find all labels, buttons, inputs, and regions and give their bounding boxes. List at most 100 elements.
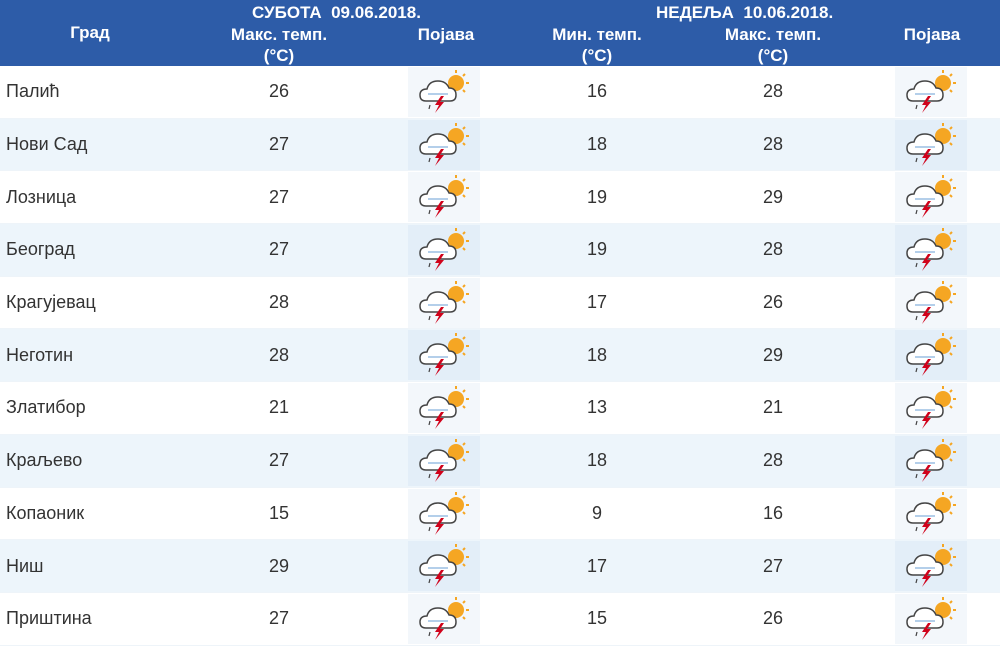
sunday-min-temp: 18 — [586, 450, 608, 471]
sunday-max-temp: 26 — [762, 608, 784, 629]
sunday-weather-icon-cell — [895, 119, 967, 170]
partly-cloudy-thunderstorm-icon — [906, 596, 956, 640]
sunday-weather-icon-cell — [895, 225, 967, 276]
partly-cloudy-thunderstorm-icon — [906, 70, 956, 113]
partly-cloudy-thunderstorm-icon — [906, 544, 956, 588]
partly-cloudy-thunderstorm-icon — [906, 280, 956, 324]
sunday-max-temp: 28 — [762, 450, 784, 471]
saturday-max-temp: 27 — [268, 608, 290, 629]
city-name: Ниш — [6, 555, 44, 576]
partly-cloudy-thunderstorm-icon — [419, 491, 469, 535]
header-saturday-max-unit: (°C) — [263, 46, 295, 65]
table-body: Палић 26 16 28 — [0, 66, 1000, 646]
table-row: Копаоник 15 9 16 — [0, 487, 1000, 541]
partly-cloudy-thunderstorm-icon — [419, 122, 469, 166]
saturday-weather-icon-cell — [408, 541, 480, 592]
city-name: Краљево — [6, 450, 83, 471]
partly-cloudy-thunderstorm-icon — [419, 70, 469, 113]
table-row: Крагујевац 28 17 26 — [0, 276, 1000, 330]
city-name: Палић — [6, 81, 60, 102]
saturday-weather-icon-cell — [408, 330, 480, 381]
city-name: Приштина — [6, 608, 92, 629]
partly-cloudy-thunderstorm-icon — [906, 386, 956, 430]
sunday-weather-icon-cell — [895, 541, 967, 592]
table-row: Неготин 28 18 29 — [0, 329, 1000, 383]
sunday-weather-icon-cell — [895, 277, 967, 328]
saturday-max-temp: 27 — [268, 186, 290, 207]
sunday-weather-icon-cell — [895, 330, 967, 381]
partly-cloudy-thunderstorm-icon — [906, 491, 956, 535]
table-row: Лозница 27 19 29 — [0, 171, 1000, 225]
sunday-min-temp: 18 — [586, 134, 608, 155]
saturday-max-temp: 28 — [268, 344, 290, 365]
header-sunday-phenomenon: Појава — [882, 24, 982, 45]
saturday-weather-icon-cell — [408, 383, 480, 434]
header-saturday-phenomenon-label: Појава — [417, 25, 475, 44]
partly-cloudy-thunderstorm-icon — [419, 438, 469, 482]
partly-cloudy-thunderstorm-icon — [906, 122, 956, 166]
partly-cloudy-thunderstorm-icon — [419, 596, 469, 640]
table-row: Београд 27 19 28 — [0, 224, 1000, 277]
sunday-min-temp: 9 — [591, 502, 602, 523]
header-sunday-max-label: Макс. темп. — [724, 25, 822, 44]
header-sunday-max: Макс. темп. (°C) — [708, 24, 838, 66]
partly-cloudy-thunderstorm-icon — [419, 544, 469, 588]
sunday-weather-icon-cell — [895, 383, 967, 434]
saturday-max-temp: 15 — [268, 502, 290, 523]
table-row: Краљево 27 18 28 — [0, 434, 1000, 488]
saturday-max-temp: 29 — [268, 555, 290, 576]
saturday-weather-icon-cell — [408, 435, 480, 486]
saturday-max-temp: 27 — [268, 134, 290, 155]
sunday-min-temp: 17 — [586, 292, 608, 313]
saturday-weather-icon-cell — [408, 593, 480, 644]
city-name: Неготин — [6, 344, 74, 365]
sunday-max-temp: 26 — [762, 292, 784, 313]
saturday-max-temp: 21 — [268, 397, 290, 418]
sunday-max-temp: 29 — [762, 344, 784, 365]
partly-cloudy-thunderstorm-icon — [419, 386, 469, 430]
partly-cloudy-thunderstorm-icon — [906, 228, 956, 272]
header-sunday-min-unit: (°C) — [581, 46, 613, 65]
table-header: Град СУБОТА 09.06.2018. Макс. темп. (°C)… — [0, 0, 1000, 66]
sunday-max-temp: 16 — [762, 502, 784, 523]
header-sunday-date: НЕДЕЉА 10.06.2018. — [656, 3, 834, 22]
table-row: Златибор 21 13 21 — [0, 382, 1000, 435]
header-saturday-phenomenon: Појава — [396, 24, 496, 45]
saturday-weather-icon-cell — [408, 67, 480, 117]
sunday-min-temp: 18 — [586, 344, 608, 365]
saturday-max-temp: 27 — [268, 239, 290, 260]
sunday-weather-icon-cell — [895, 172, 967, 223]
header-sunday-phenomenon-label: Појава — [903, 25, 961, 44]
partly-cloudy-thunderstorm-icon — [906, 333, 956, 377]
partly-cloudy-thunderstorm-icon — [906, 438, 956, 482]
saturday-weather-icon-cell — [408, 488, 480, 539]
sunday-min-temp: 17 — [586, 555, 608, 576]
header-city-label: Град — [70, 23, 110, 42]
saturday-max-temp: 27 — [268, 450, 290, 471]
city-name: Крагујевац — [6, 292, 96, 313]
saturday-max-temp: 26 — [268, 81, 290, 102]
saturday-max-temp: 28 — [268, 292, 290, 313]
header-sunday-min-label: Мин. темп. — [552, 25, 642, 44]
sunday-min-temp: 19 — [586, 239, 608, 260]
header-sunday-min: Мин. темп. (°C) — [532, 24, 662, 66]
sunday-min-temp: 15 — [586, 608, 608, 629]
sunday-min-temp: 19 — [586, 186, 608, 207]
partly-cloudy-thunderstorm-icon — [906, 175, 956, 219]
city-name: Копаоник — [6, 502, 85, 523]
sunday-weather-icon-cell — [895, 435, 967, 486]
sunday-min-temp: 16 — [586, 81, 608, 102]
partly-cloudy-thunderstorm-icon — [419, 228, 469, 272]
city-name: Београд — [6, 239, 75, 260]
sunday-max-temp: 27 — [762, 555, 784, 576]
saturday-weather-icon-cell — [408, 119, 480, 170]
header-saturday-date: СУБОТА 09.06.2018. — [252, 3, 421, 22]
city-name: Нови Сад — [6, 134, 88, 155]
partly-cloudy-thunderstorm-icon — [419, 333, 469, 377]
partly-cloudy-thunderstorm-icon — [419, 280, 469, 324]
header-saturday-max-label: Макс. темп. — [230, 25, 328, 44]
table-row: Нови Сад 27 18 28 — [0, 118, 1000, 172]
city-name: Лозница — [6, 186, 77, 207]
header-city: Град — [0, 22, 180, 43]
